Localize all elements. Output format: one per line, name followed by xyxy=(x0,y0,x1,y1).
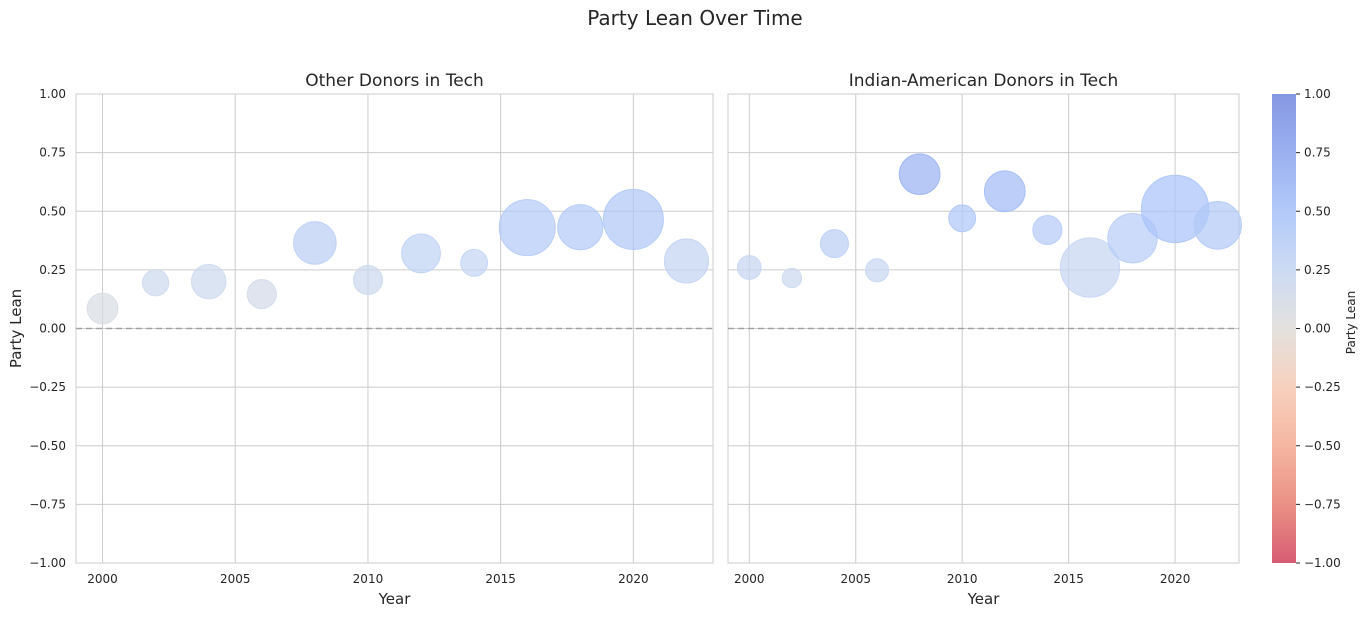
bubble-point xyxy=(983,170,1026,213)
panel-2: Indian-American Donors in Tech 2000 2005 20… xyxy=(727,71,1242,608)
panel-title: Other Donors in Tech xyxy=(305,71,484,91)
y-tick-label: −0.25 xyxy=(29,380,66,394)
bubble-point xyxy=(602,188,664,250)
y-tick-label: −0.50 xyxy=(29,439,66,453)
colorbar-tick-label: 0.75 xyxy=(1304,146,1331,160)
bubble-point xyxy=(1032,214,1063,246)
x-axis-label: Year xyxy=(378,590,412,608)
bubble-point xyxy=(557,204,604,251)
x-tick-label: 2000 xyxy=(87,572,118,586)
x-tick-label: 2005 xyxy=(220,572,251,586)
bubble-point xyxy=(352,264,384,296)
bubble-point xyxy=(246,278,277,310)
bubble-point xyxy=(401,233,441,274)
x-tick-label: 2000 xyxy=(734,572,765,586)
bubble-point xyxy=(190,263,227,300)
bubble-point xyxy=(898,153,941,196)
bubble-point xyxy=(1059,237,1121,298)
y-axis-label: Party Lean xyxy=(7,289,25,368)
panel-title: Indian-American Donors in Tech xyxy=(849,71,1118,91)
y-tick-label: 1.00 xyxy=(39,87,66,101)
colorbar-tick-label: 0.25 xyxy=(1304,263,1331,277)
bubble-point xyxy=(736,255,762,280)
colorbar-tick-label: −0.25 xyxy=(1304,380,1341,394)
y-tick-label: −1.00 xyxy=(29,556,66,570)
x-axis-label: Year xyxy=(967,590,1001,608)
bubble-point xyxy=(141,269,170,297)
bubble-point xyxy=(293,221,337,265)
bubble-point xyxy=(864,258,890,283)
bubble-point xyxy=(1193,201,1242,250)
bubble-point xyxy=(948,204,977,233)
x-tick-label: 2015 xyxy=(485,572,516,586)
x-tick-label: 2010 xyxy=(353,572,384,586)
x-tick-label: 2020 xyxy=(618,572,649,586)
colorbar-gradient xyxy=(1272,94,1296,563)
bubble-point xyxy=(781,267,803,289)
y-tick-label: 0.25 xyxy=(39,263,66,277)
x-tick-label: 2010 xyxy=(947,572,978,586)
colorbar-label: Party Lean xyxy=(1344,291,1358,354)
panel-1: Other Donors in Tech 2000 2005 2010 2015 2020… xyxy=(7,71,714,608)
x-tick-label: 2015 xyxy=(1053,572,1084,586)
colorbar-tick-label: −0.50 xyxy=(1304,439,1341,453)
colorbar-tick-label: −0.75 xyxy=(1304,497,1341,511)
figure-title: Party Lean Over Time xyxy=(587,6,802,30)
bubble-point xyxy=(498,199,556,257)
colorbar-tick-label: 1.00 xyxy=(1304,87,1331,101)
y-tick-label: 0.00 xyxy=(39,322,66,336)
colorbar-tick-label: 0.50 xyxy=(1304,204,1331,218)
colorbar-tick-label: 0.00 xyxy=(1304,322,1331,336)
x-tick-label: 2020 xyxy=(1160,572,1191,586)
bubble-point xyxy=(1107,212,1158,264)
y-tick-label: 0.50 xyxy=(39,204,66,218)
y-tick-label: −0.75 xyxy=(29,497,66,511)
bubble-point xyxy=(663,238,710,284)
x-tick-label: 2005 xyxy=(840,572,871,586)
y-tick-label: 0.75 xyxy=(39,146,66,160)
bubble-point xyxy=(460,248,489,277)
bubble-point xyxy=(86,292,119,325)
colorbar-tick-label: −1.00 xyxy=(1304,556,1341,570)
bubble-point xyxy=(819,229,849,259)
colorbar: 1.00 0.75 0.50 0.25 0.00 −0.25 −0.50 −0.75 −1.00… xyxy=(1272,87,1358,570)
